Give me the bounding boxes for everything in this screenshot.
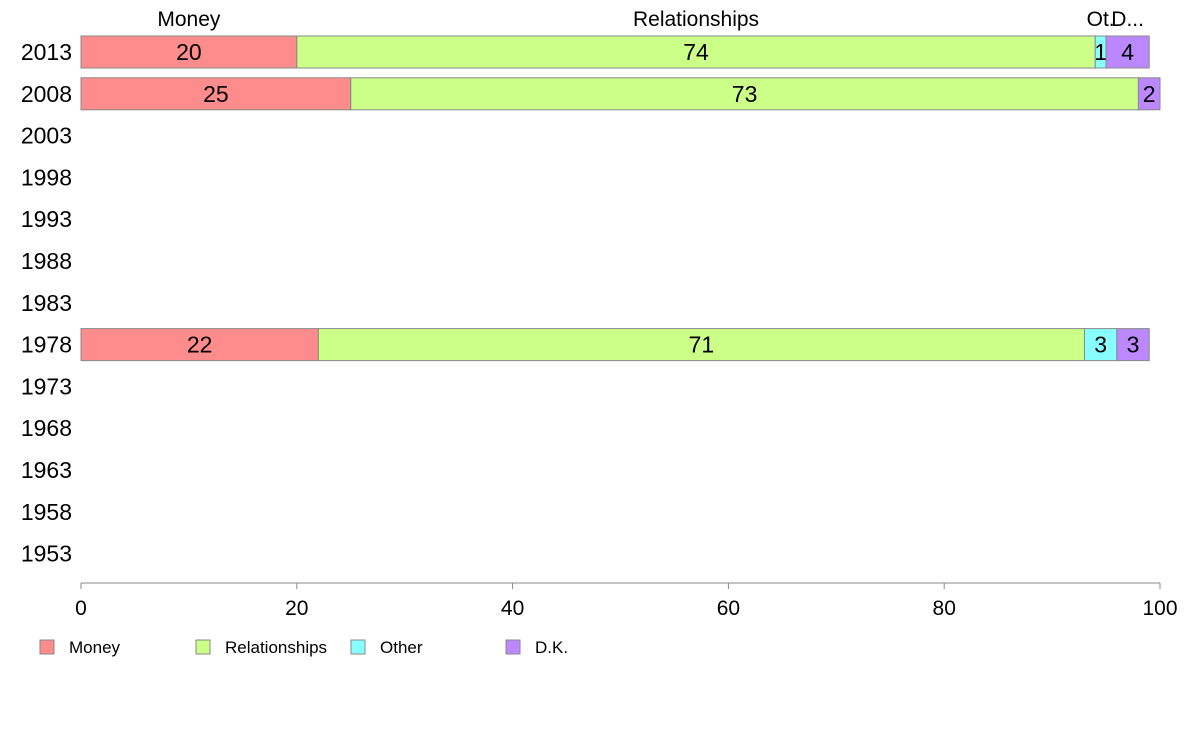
bar-segment bbox=[1137, 77, 1161, 111]
bar-segment bbox=[1105, 35, 1150, 69]
bar-segment bbox=[350, 77, 1139, 111]
data-label: 4 bbox=[1121, 39, 1134, 65]
bar-segment bbox=[80, 77, 352, 111]
data-label: 2 bbox=[1143, 81, 1156, 107]
legend-label: Relationships bbox=[225, 638, 327, 657]
y-tick-label: 1998 bbox=[21, 164, 72, 190]
data-label: 1 bbox=[1094, 39, 1107, 65]
y-tick-label: 2003 bbox=[21, 123, 72, 149]
data-label: 73 bbox=[732, 81, 758, 107]
data-label: 71 bbox=[689, 332, 715, 358]
bar-segment bbox=[80, 328, 319, 362]
data-label: 22 bbox=[187, 332, 213, 358]
x-tick-label: 100 bbox=[1142, 597, 1177, 620]
y-tick-label: 1988 bbox=[21, 248, 72, 274]
legend-swatch bbox=[39, 639, 55, 655]
data-label: 74 bbox=[683, 39, 709, 65]
y-tick-label: 2013 bbox=[21, 39, 72, 65]
data-label: 25 bbox=[203, 81, 229, 107]
y-axis-labels: 2013 2008 2003 1998 1993 1988 1983 1978 1973 1968… bbox=[21, 39, 72, 567]
column-headers: Money Relationships Ot.D... bbox=[157, 8, 1144, 31]
x-tick-label: 0 bbox=[75, 597, 87, 620]
y-tick-label: 1978 bbox=[21, 332, 72, 358]
y-tick-label: 1953 bbox=[21, 541, 72, 567]
y-tick-label: 1958 bbox=[21, 499, 72, 525]
bar-segment bbox=[1116, 328, 1150, 362]
legend: Money Relationships Other D.K. bbox=[39, 638, 568, 657]
y-tick-label: 1968 bbox=[21, 415, 72, 441]
legend-swatch bbox=[505, 639, 521, 655]
y-tick-label: 1993 bbox=[21, 206, 72, 232]
column-header: Ot. bbox=[1087, 8, 1115, 31]
x-tick-label: 40 bbox=[501, 597, 524, 620]
legend-label: Other bbox=[380, 638, 423, 657]
column-header: Money bbox=[157, 8, 221, 31]
legend-label: D.K. bbox=[535, 638, 568, 657]
y-tick-label: 1963 bbox=[21, 457, 72, 483]
x-tick-label: 60 bbox=[717, 597, 740, 620]
bar-segment bbox=[1083, 328, 1118, 362]
x-axis: 0 20 40 60 80 100 bbox=[75, 582, 1178, 620]
x-tick-label: 80 bbox=[933, 597, 956, 620]
bars: 20 74 1 425 73 222 71 3 3 bbox=[80, 35, 1161, 362]
legend-swatch bbox=[195, 639, 211, 655]
data-label: 3 bbox=[1094, 332, 1107, 358]
column-header: Relationships bbox=[633, 8, 759, 31]
x-tick-label: 20 bbox=[285, 597, 308, 620]
legend-swatch bbox=[350, 639, 366, 655]
bar-segment bbox=[317, 328, 1085, 362]
y-tick-label: 1983 bbox=[21, 290, 72, 316]
data-label: 20 bbox=[176, 39, 202, 65]
bar-segment bbox=[296, 35, 1096, 69]
y-tick-label: 1973 bbox=[21, 373, 72, 399]
column-header: D... bbox=[1111, 8, 1144, 31]
data-label: 3 bbox=[1127, 332, 1140, 358]
legend-label: Money bbox=[69, 638, 121, 657]
y-tick-label: 2008 bbox=[21, 81, 72, 107]
